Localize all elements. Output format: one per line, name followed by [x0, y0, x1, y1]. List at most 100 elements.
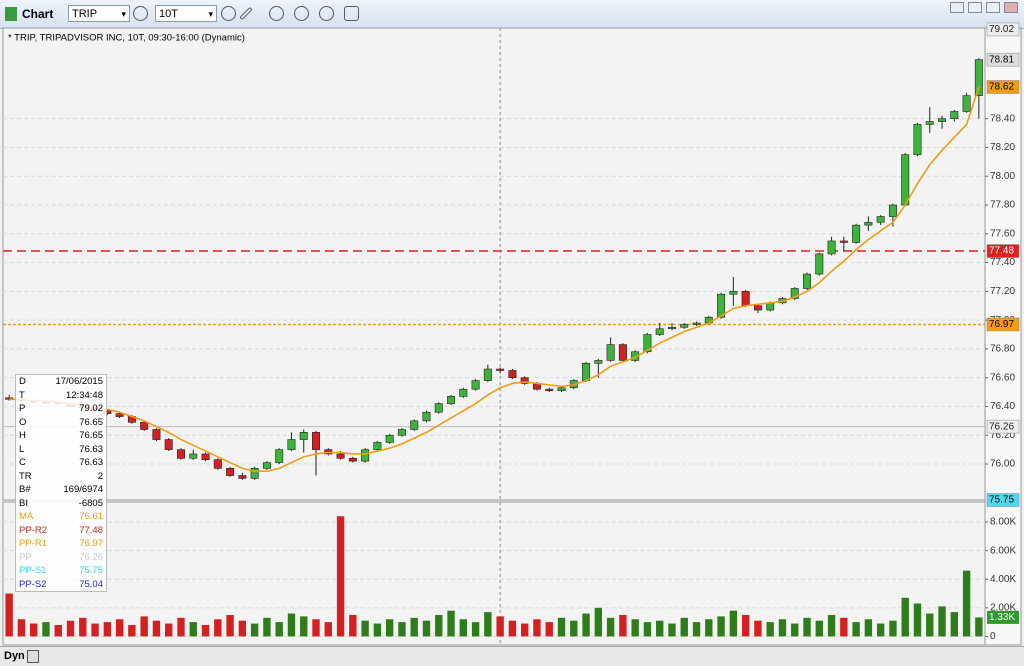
candle-body [582, 362, 591, 381]
volume-bar [938, 606, 946, 637]
info-label: PP [19, 551, 32, 563]
volume-bar [594, 607, 603, 637]
status-bar: Dyn [0, 646, 1024, 666]
candle-body [250, 468, 259, 479]
candle-body [606, 344, 615, 361]
volume-bar [496, 616, 504, 637]
volume-bar [79, 617, 87, 637]
volume-bar [913, 603, 922, 637]
candle-body [717, 293, 726, 318]
volume-bar [189, 622, 197, 637]
interval-dropdown[interactable]: 10T [155, 5, 217, 23]
candle-body [827, 240, 836, 255]
minimize-button[interactable] [950, 2, 964, 13]
info-value: 76.26 [79, 551, 103, 563]
price-marker-label: 77.48 [989, 246, 1014, 257]
tag-button[interactable] [344, 6, 359, 21]
candle-body [668, 327, 676, 330]
info-label: PP-R2 [19, 524, 47, 536]
volume-bar [287, 613, 296, 637]
candle-body [545, 388, 554, 391]
candle-body [152, 429, 161, 440]
candle-body [471, 380, 480, 390]
info-row: P 79.02 [16, 402, 106, 416]
y-tick-label: 76.20 [990, 430, 1015, 441]
candle-body [643, 334, 652, 353]
volume-bar [729, 610, 738, 637]
candle-body [226, 468, 235, 476]
volume-bar [533, 619, 541, 637]
y-tick-label: 8.00K [990, 517, 1016, 528]
candle-body [385, 434, 394, 443]
volume-bar [263, 617, 271, 637]
volume-marker-box [987, 610, 1019, 624]
y-tick-label: 77.60 [990, 228, 1015, 239]
close-button[interactable] [1004, 2, 1018, 13]
candle-body [803, 273, 811, 289]
volume-bar [459, 619, 467, 637]
price-marker-box [986, 22, 1020, 37]
candle-body [655, 328, 664, 335]
volume-bar [349, 614, 357, 637]
volume-bar [545, 622, 553, 637]
settings-button[interactable] [133, 6, 148, 21]
price-marker-label: 78.62 [989, 82, 1014, 93]
volume-bar [165, 623, 173, 637]
status-label: Dyn [4, 650, 25, 662]
chart-title: * TRIP, TRIPADVISOR INC, 10T, 09:30-16:0… [8, 33, 245, 44]
price-marker-label: 75.75 [989, 495, 1014, 506]
candle-body [201, 453, 210, 461]
candle-body [680, 324, 689, 328]
symbol-dropdown[interactable]: TRIP [68, 5, 130, 23]
volume-bar [201, 624, 210, 637]
app-icon [5, 7, 17, 21]
price-marker-box [986, 244, 1020, 258]
candle-body [287, 439, 296, 450]
volume-bar [238, 620, 247, 637]
volume-bar [975, 617, 983, 637]
maximize-button[interactable] [968, 2, 982, 13]
candle-body [422, 411, 431, 422]
volume-bar [30, 623, 38, 637]
volume-bar [864, 619, 873, 637]
candle-body [741, 291, 750, 307]
volume-bar [410, 617, 418, 637]
volume-bar [778, 619, 787, 637]
info-label: PP-R1 [19, 538, 47, 549]
indicator-button[interactable] [269, 6, 284, 21]
info-row: PP 76.26 [16, 551, 106, 565]
info-value: 2 [97, 470, 103, 482]
candle-body [888, 204, 897, 217]
candle-body [177, 449, 185, 459]
candle-body [238, 475, 247, 479]
price-marker-box [986, 52, 1020, 67]
candle-body [140, 421, 149, 430]
volume-bar [840, 617, 848, 637]
volume-bar [91, 623, 99, 637]
restore-button[interactable] [986, 2, 1000, 13]
info-label: C [19, 457, 26, 468]
candle-body [618, 344, 627, 361]
info-value: 76.97 [79, 538, 103, 549]
volume-bar [692, 622, 701, 637]
volume-bar [250, 623, 259, 637]
candle-body [189, 453, 198, 459]
volume-bar [373, 623, 382, 637]
volume-bar [791, 623, 799, 637]
candle-body [312, 432, 320, 450]
volume-bar [398, 622, 406, 637]
time-button[interactable] [221, 6, 236, 21]
info-value: -6805 [78, 497, 103, 509]
candle-body [557, 387, 566, 391]
info-row: L 76.63 [16, 443, 106, 457]
volume-bar [521, 623, 529, 637]
play-button[interactable] [294, 6, 309, 21]
volume-bar [275, 622, 283, 637]
volume-bar [803, 617, 811, 637]
alert-button[interactable] [319, 6, 334, 21]
volume-bar [557, 617, 566, 637]
price-marker-box [986, 80, 1020, 94]
volume-bar [177, 617, 185, 637]
candle-body [115, 413, 124, 417]
info-row: PP-R2 77.48 [16, 524, 106, 538]
